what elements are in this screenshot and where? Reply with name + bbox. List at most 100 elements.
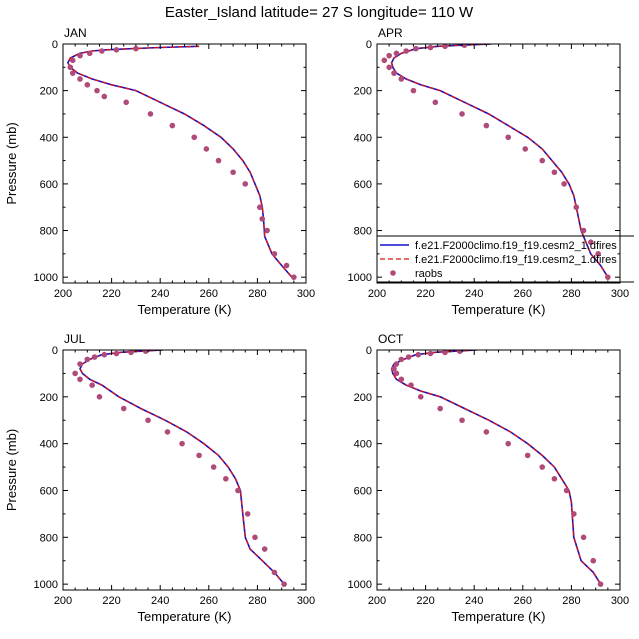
panel-label-jan: JAN (64, 26, 87, 40)
series-line-dashed-jul (79, 350, 285, 585)
x-tick-label-jul-260: 260 (200, 595, 218, 607)
raobs-point-apr-7 (381, 57, 388, 64)
panel-apr: 200 220 240 260 280 300 0 200 400 600 800 1000 APR Te… (348, 26, 630, 317)
panel-oct: 200 220 240 260 280 300 0 200 400 600 800 1000 OCT Te… (348, 332, 630, 624)
raobs-point-oct-8 (393, 370, 400, 377)
y-tick-label-oct-1000: 1000 (348, 579, 372, 591)
y-axis-label-jan: Pressure (mb) (4, 122, 19, 204)
legend: f.e21.F2000climo.f19_f19.cesm2_1.dfiresf… (377, 235, 634, 283)
raobs-point-apr-12 (432, 99, 439, 106)
y-tick-label-apr-400: 400 (354, 132, 372, 144)
x-tick-label-oct-220: 220 (416, 595, 434, 607)
raobs-point-oct-10 (408, 382, 414, 388)
panel-label-apr: APR (378, 26, 403, 40)
x-tick-label-jan-300: 300 (297, 288, 315, 300)
raobs-point-jul-13 (164, 429, 171, 435)
y-tick-label-oct-800: 800 (354, 532, 372, 544)
y-tick-label-jan-600: 600 (40, 179, 58, 191)
raobs-point-apr-3 (413, 45, 419, 52)
raobs-point-jan-13 (147, 111, 154, 117)
y-axis-label-jul: Pressure (mb) (4, 429, 19, 511)
raobs-point-oct-1 (442, 350, 448, 356)
raobs-point-jan-22 (264, 227, 270, 234)
raobs-point-jul-2 (113, 350, 120, 357)
raobs-point-jan-18 (230, 169, 236, 176)
panel-label-oct: OCT (378, 332, 404, 346)
raobs-point-apr-4 (403, 48, 409, 54)
y-tick-label-jan-1000: 1000 (34, 272, 58, 284)
raobs-point-jul-5 (84, 356, 91, 363)
x-tick-label-jul-200: 200 (54, 595, 72, 607)
x-tick-label-oct-300: 300 (611, 595, 629, 607)
raobs-point-oct-0 (456, 350, 463, 354)
raobs-point-jan-7 (69, 70, 76, 76)
panel-jan: 200 220 240 260 280 300 0 200 400 600 800 1000 JAN Te… (4, 26, 315, 317)
y-tick-label-apr-0: 0 (366, 39, 372, 51)
raobs-point-jul-6 (77, 361, 83, 367)
raobs-point-jan-20 (257, 204, 263, 211)
raobs-point-jan-11 (101, 93, 108, 100)
raobs-point-jul-22 (271, 569, 278, 576)
x-tick-label-oct-240: 240 (465, 595, 483, 607)
x-tick-label-jan-240: 240 (151, 288, 169, 300)
plot-area-jan (66, 45, 297, 281)
raobs-point-oct-7 (391, 365, 397, 372)
raobs-point-jul-7 (72, 370, 78, 377)
raobs-point-oct-3 (415, 351, 422, 358)
raobs-point-apr-2 (427, 44, 434, 51)
x-axis-label-oct: Temperature (K) (452, 609, 546, 624)
raobs-point-apr-17 (539, 157, 546, 164)
raobs-point-apr-9 (391, 70, 397, 76)
y-tick-label-oct-0: 0 (366, 345, 372, 357)
raobs-point-apr-22 (588, 239, 594, 245)
raobs-point-jul-11 (120, 405, 127, 412)
raobs-point-jan-3 (86, 50, 93, 57)
y-tick-label-jan-800: 800 (40, 226, 58, 238)
raobs-point-jan-15 (191, 134, 198, 141)
y-tick-label-oct-400: 400 (354, 439, 372, 451)
raobs-point-jan-2 (99, 48, 105, 54)
x-tick-label-jan-200: 200 (54, 288, 72, 300)
raobs-point-apr-8 (386, 64, 392, 71)
x-tick-label-apr-200: 200 (368, 288, 386, 300)
raobs-point-apr-6 (386, 52, 392, 59)
legend-label-2: raobs (415, 268, 443, 280)
raobs-point-jan-4 (77, 52, 83, 59)
raobs-point-oct-2 (427, 350, 434, 357)
raobs-point-oct-13 (459, 417, 465, 424)
y-tick-label-apr-800: 800 (354, 226, 372, 238)
x-tick-label-apr-240: 240 (465, 288, 483, 300)
plot-area-jul (72, 350, 287, 587)
x-tick-label-jul-240: 240 (151, 595, 169, 607)
raobs-point-oct-4 (405, 354, 412, 360)
panel-jul: 200 220 240 260 280 300 0 200 400 600 800 1000 JUL Te… (4, 332, 315, 624)
y-tick-label-jul-0: 0 (52, 345, 58, 357)
raobs-point-oct-19 (563, 487, 570, 494)
raobs-point-jul-15 (196, 452, 202, 459)
raobs-point-jul-1 (128, 350, 134, 356)
y-tick-label-apr-200: 200 (354, 86, 372, 98)
raobs-point-apr-1 (442, 44, 448, 50)
x-tick-label-jan-260: 260 (200, 288, 218, 300)
raobs-point-jan-8 (77, 76, 83, 82)
y-tick-label-jan-0: 0 (52, 39, 58, 51)
raobs-point-oct-5 (398, 356, 405, 363)
raobs-point-apr-10 (398, 76, 405, 82)
raobs-point-jul-20 (252, 534, 258, 541)
raobs-point-oct-15 (505, 440, 512, 447)
raobs-point-jul-23 (281, 581, 287, 587)
y-tick-label-jul-600: 600 (40, 485, 58, 497)
raobs-point-apr-24 (605, 274, 611, 280)
raobs-point-jan-0 (133, 45, 139, 52)
y-tick-label-jan-400: 400 (40, 132, 58, 144)
x-tick-label-apr-300: 300 (611, 288, 629, 300)
raobs-point-oct-20 (571, 511, 577, 517)
raobs-point-oct-9 (398, 376, 405, 383)
series-line-solid-oct (390, 350, 602, 585)
raobs-point-apr-23 (595, 251, 601, 257)
raobs-point-jan-14 (169, 122, 176, 129)
raobs-point-oct-18 (551, 475, 558, 482)
x-tick-label-oct-280: 280 (562, 595, 580, 607)
x-axis-label-jul: Temperature (K) (138, 609, 232, 624)
x-tick-label-jul-220: 220 (102, 595, 120, 607)
